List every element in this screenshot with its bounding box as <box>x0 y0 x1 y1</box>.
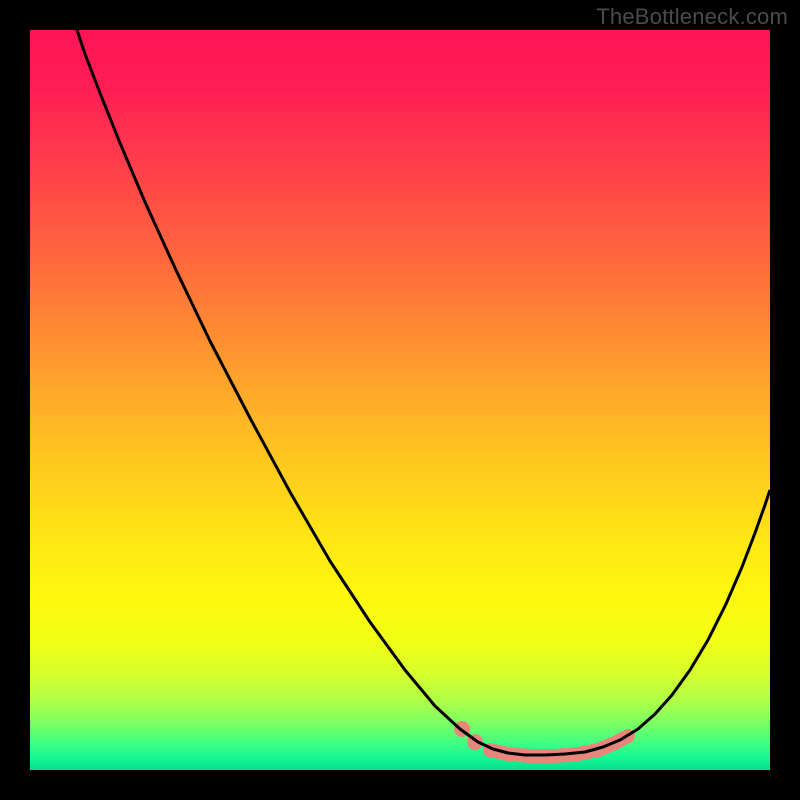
main-curve-path <box>77 30 770 755</box>
watermark-text: TheBottleneck.com <box>596 4 788 30</box>
plot-area <box>30 30 770 770</box>
bottleneck-curve <box>30 30 770 770</box>
